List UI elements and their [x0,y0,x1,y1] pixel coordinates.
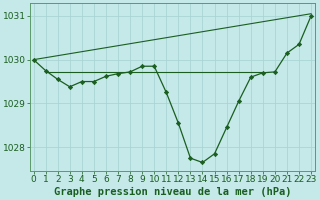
X-axis label: Graphe pression niveau de la mer (hPa): Graphe pression niveau de la mer (hPa) [53,187,291,197]
